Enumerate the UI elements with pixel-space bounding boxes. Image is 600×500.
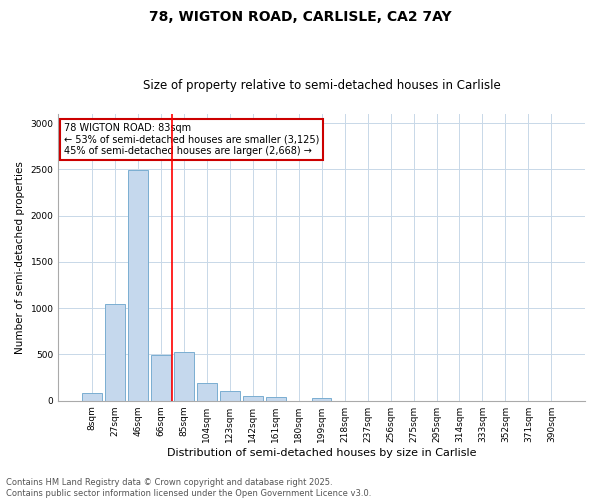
Bar <box>128 170 148 400</box>
Text: Contains HM Land Registry data © Crown copyright and database right 2025.
Contai: Contains HM Land Registry data © Crown c… <box>6 478 371 498</box>
Bar <box>266 397 286 400</box>
Bar <box>151 356 171 401</box>
Bar <box>312 398 331 400</box>
Bar <box>106 304 125 400</box>
Text: 78, WIGTON ROAD, CARLISLE, CA2 7AY: 78, WIGTON ROAD, CARLISLE, CA2 7AY <box>149 10 451 24</box>
Y-axis label: Number of semi-detached properties: Number of semi-detached properties <box>15 161 25 354</box>
Bar <box>243 396 263 400</box>
Bar <box>197 382 217 400</box>
Bar <box>174 352 194 401</box>
Bar <box>220 390 239 400</box>
Bar <box>82 394 102 400</box>
X-axis label: Distribution of semi-detached houses by size in Carlisle: Distribution of semi-detached houses by … <box>167 448 476 458</box>
Title: Size of property relative to semi-detached houses in Carlisle: Size of property relative to semi-detach… <box>143 79 500 92</box>
Text: 78 WIGTON ROAD: 83sqm
← 53% of semi-detached houses are smaller (3,125)
45% of s: 78 WIGTON ROAD: 83sqm ← 53% of semi-deta… <box>64 122 319 156</box>
